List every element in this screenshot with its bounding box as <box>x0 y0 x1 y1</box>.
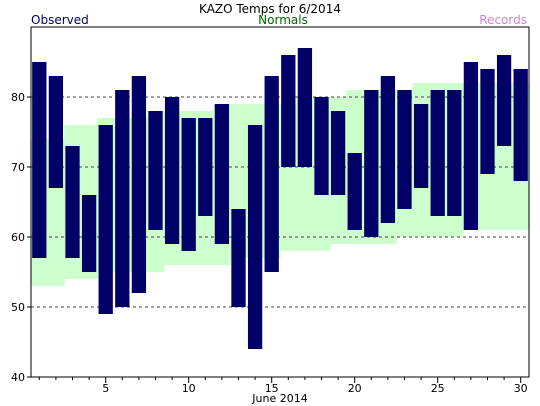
observed-bar-day-14 <box>247 125 263 349</box>
observed-bar-day-11 <box>198 118 213 216</box>
observed-bar-day-26 <box>447 90 462 216</box>
observed-bar-day-3 <box>65 146 80 258</box>
observed-bar-day-15 <box>264 76 279 272</box>
observed-bar-day-24 <box>413 104 429 188</box>
x-tick-label-20: 20 <box>348 382 362 395</box>
observed-bar-day-20 <box>347 153 362 230</box>
chart-title: KAZO Temps for 6/2014 <box>199 2 341 16</box>
plot-frame <box>30 26 530 378</box>
y-tick-label-80: 80 <box>11 91 25 104</box>
observed-bar-day-28 <box>480 69 495 174</box>
observed-bar-day-4 <box>81 195 97 272</box>
observed-bar-day-23 <box>397 90 412 209</box>
x-tick-label-10: 10 <box>182 382 196 395</box>
observed-bar-day-9 <box>164 97 180 244</box>
observed-bar-day-5 <box>98 125 113 314</box>
observed-bar-day-25 <box>430 90 445 216</box>
observed-bar-day-7 <box>131 76 147 293</box>
observed-bar-day-22 <box>380 76 396 223</box>
observed-bar-day-16 <box>281 55 296 167</box>
y-tick-label-40: 40 <box>11 371 25 384</box>
x-tick-label-5: 5 <box>102 382 109 395</box>
x-tick-label-30: 30 <box>514 382 528 395</box>
observed-bar-day-19 <box>330 111 346 195</box>
y-tick-label-70: 70 <box>11 161 25 174</box>
observed-bars <box>32 48 528 349</box>
observed-bar-day-8 <box>148 111 163 230</box>
observed-bar-day-21 <box>364 90 379 237</box>
x-tick-label-25: 25 <box>431 382 445 395</box>
legend-normals: Normals <box>258 13 308 27</box>
legend-observed: Observed <box>31 13 89 27</box>
observed-bar-day-29 <box>496 55 512 146</box>
observed-bar-day-2 <box>48 76 64 188</box>
observed-bar-day-18 <box>314 97 329 195</box>
axes <box>30 26 530 378</box>
x-axis-label: June 2014 <box>251 392 307 405</box>
x-tick-label-15: 15 <box>265 382 279 395</box>
observed-bar-day-13 <box>231 209 246 307</box>
observed-bar-day-1 <box>32 62 47 258</box>
grid-lines <box>31 96 529 308</box>
observed-bar-day-12 <box>214 104 230 244</box>
observed-bar-day-17 <box>297 48 313 167</box>
axis-ticks: 40 50 60 70 80 5 10 15 20 25 30 <box>11 91 528 395</box>
observed-bar-day-10 <box>181 118 196 251</box>
y-tick-label-50: 50 <box>11 301 25 314</box>
legend-records: Records <box>479 13 527 27</box>
y-tick-label-60: 60 <box>11 231 25 244</box>
observed-bar-day-6 <box>115 90 130 307</box>
observed-bar-day-27 <box>463 62 479 230</box>
observed-bar-day-30 <box>513 69 528 181</box>
